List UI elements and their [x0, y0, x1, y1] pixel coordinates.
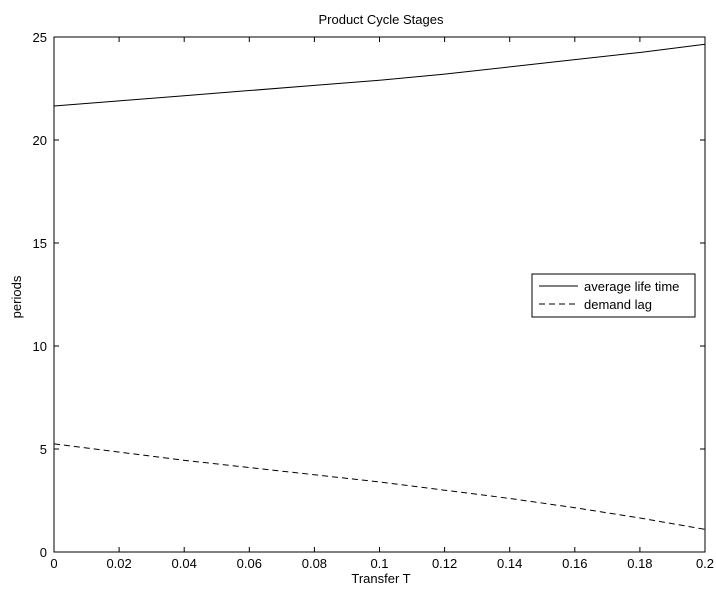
plot-frame — [53, 36, 706, 553]
x-tick-label: 0.1 — [370, 556, 388, 571]
y-tick-label: 10 — [33, 339, 47, 354]
x-tick-label: 0.06 — [237, 556, 262, 571]
series-line-average-life-time — [53, 43, 706, 107]
x-tick-label: 0.18 — [627, 556, 652, 571]
y-tick-label: 15 — [33, 236, 47, 251]
legend-box — [531, 273, 696, 318]
x-tick-label: 0 — [50, 556, 57, 571]
x-tick-label: 0.12 — [432, 556, 457, 571]
ticks-layer: 0 0.02 0.04 0.06 0.08 0.1 0.12 0.14 0.16 0.18 0.2 0… — [33, 30, 715, 571]
legend: average life time demand lag — [531, 273, 696, 318]
x-tick-label: 0.16 — [562, 556, 587, 571]
y-tick-label: 25 — [33, 30, 47, 45]
legend-label-demand-lag: demand lag — [584, 297, 652, 312]
x-tick-label: 0.14 — [497, 556, 522, 571]
x-tick-label: 0.2 — [696, 556, 714, 571]
y-axis-label: periods — [9, 275, 24, 318]
y-tick-label: 20 — [33, 133, 47, 148]
x-tick-label: 0.02 — [106, 556, 131, 571]
chart-title: Product Cycle Stages — [318, 12, 444, 27]
x-axis-label: Transfer T — [351, 571, 410, 586]
series-layer — [53, 43, 706, 530]
y-tick-label: 5 — [40, 442, 47, 457]
legend-label-average-life-time: average life time — [584, 279, 679, 294]
x-tick-label: 0.04 — [172, 556, 197, 571]
y-tick-label: 0 — [40, 545, 47, 560]
x-tick-label: 0.08 — [302, 556, 327, 571]
